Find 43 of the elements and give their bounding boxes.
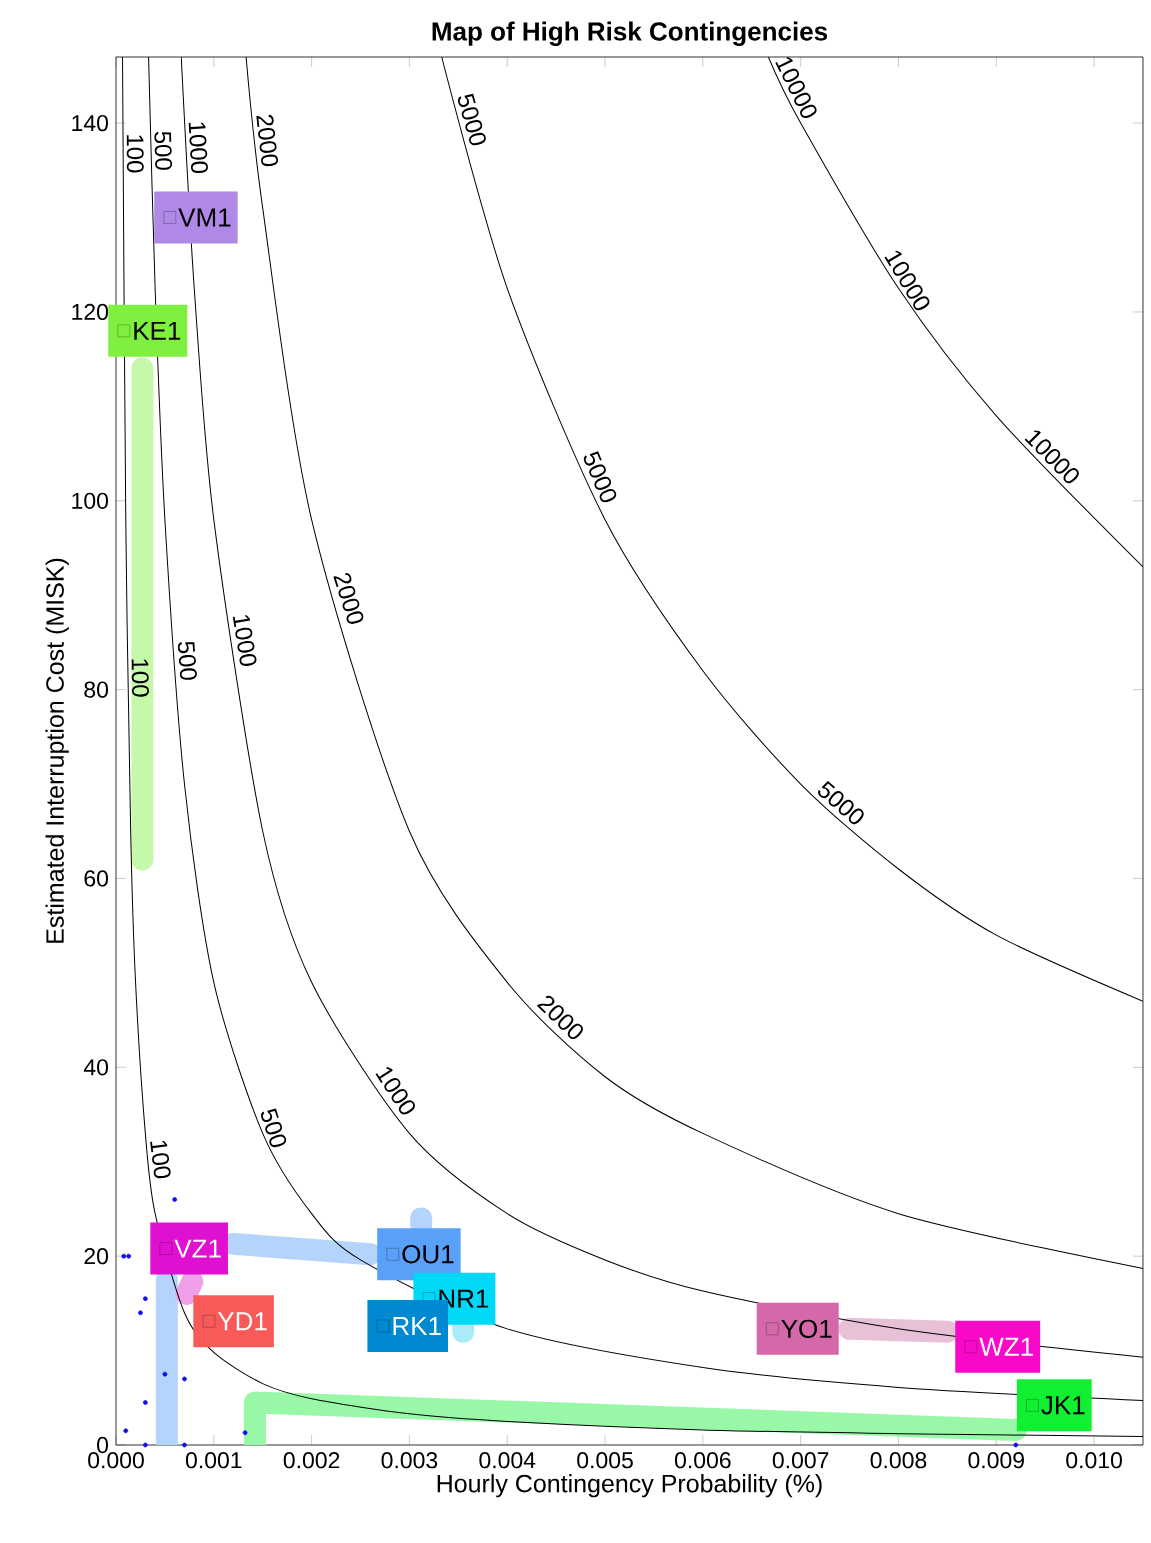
text: 1000 [188, 122, 208, 174]
y-tick-label: 80 [84, 681, 109, 698]
y-tick-label: 120 [72, 303, 109, 321]
series-label: KE1 [134, 321, 181, 340]
y-tick-label: 60 [84, 870, 109, 887]
text: 2000 [333, 572, 364, 624]
x-tick-label: 0.000 [88, 1452, 144, 1469]
chart-title: Map of High Risk Contingencies [432, 21, 828, 46]
y-tick-label: 140 [72, 114, 109, 132]
x-tick-label: 0.007 [772, 1452, 829, 1469]
x-tick-label: 0.005 [577, 1452, 633, 1469]
text: 500 [260, 1108, 287, 1148]
x-tick-label: 0.009 [968, 1452, 1024, 1469]
series-label: OU1 [402, 1245, 454, 1264]
y-tick-label: 20 [84, 1248, 109, 1265]
y-axis-title: Estimated Interruption Cost (MISK) [45, 558, 69, 943]
text: 500 [177, 642, 197, 680]
x-axis-title: Hourly Contingency Probability (%) [437, 1474, 822, 1498]
x-tick-label: 0.006 [674, 1452, 731, 1469]
text: 100 [126, 135, 144, 173]
x-tick-label: 0.003 [381, 1452, 438, 1469]
series-label: RK1 [393, 1317, 441, 1335]
text: 100 [150, 1140, 171, 1179]
series-label: VZ1 [174, 1239, 221, 1258]
text: 5000 [457, 93, 486, 146]
x-tick-label: 0.008 [870, 1452, 927, 1469]
text: 500 [154, 131, 173, 170]
x-tick-label: 0.001 [185, 1452, 242, 1469]
text: 5000 [583, 451, 617, 503]
series-label: JK1 [1041, 1396, 1085, 1415]
text: 1000 [232, 615, 257, 666]
x-tick-label: 0.010 [1066, 1452, 1122, 1469]
series-label: YO1 [781, 1319, 832, 1339]
text: 100 [131, 659, 149, 697]
x-tick-label: 0.002 [283, 1452, 340, 1469]
series-label: YD1 [217, 1312, 267, 1331]
text: 2000 [256, 114, 279, 167]
y-tick-label: 100 [72, 492, 109, 509]
x-tick-label: 0.004 [479, 1452, 536, 1469]
series-label: VM1 [178, 208, 231, 227]
series-label: WZ1 [979, 1337, 1033, 1356]
y-tick-label: 40 [83, 1059, 109, 1076]
y-tick-label: 0 [97, 1436, 109, 1454]
